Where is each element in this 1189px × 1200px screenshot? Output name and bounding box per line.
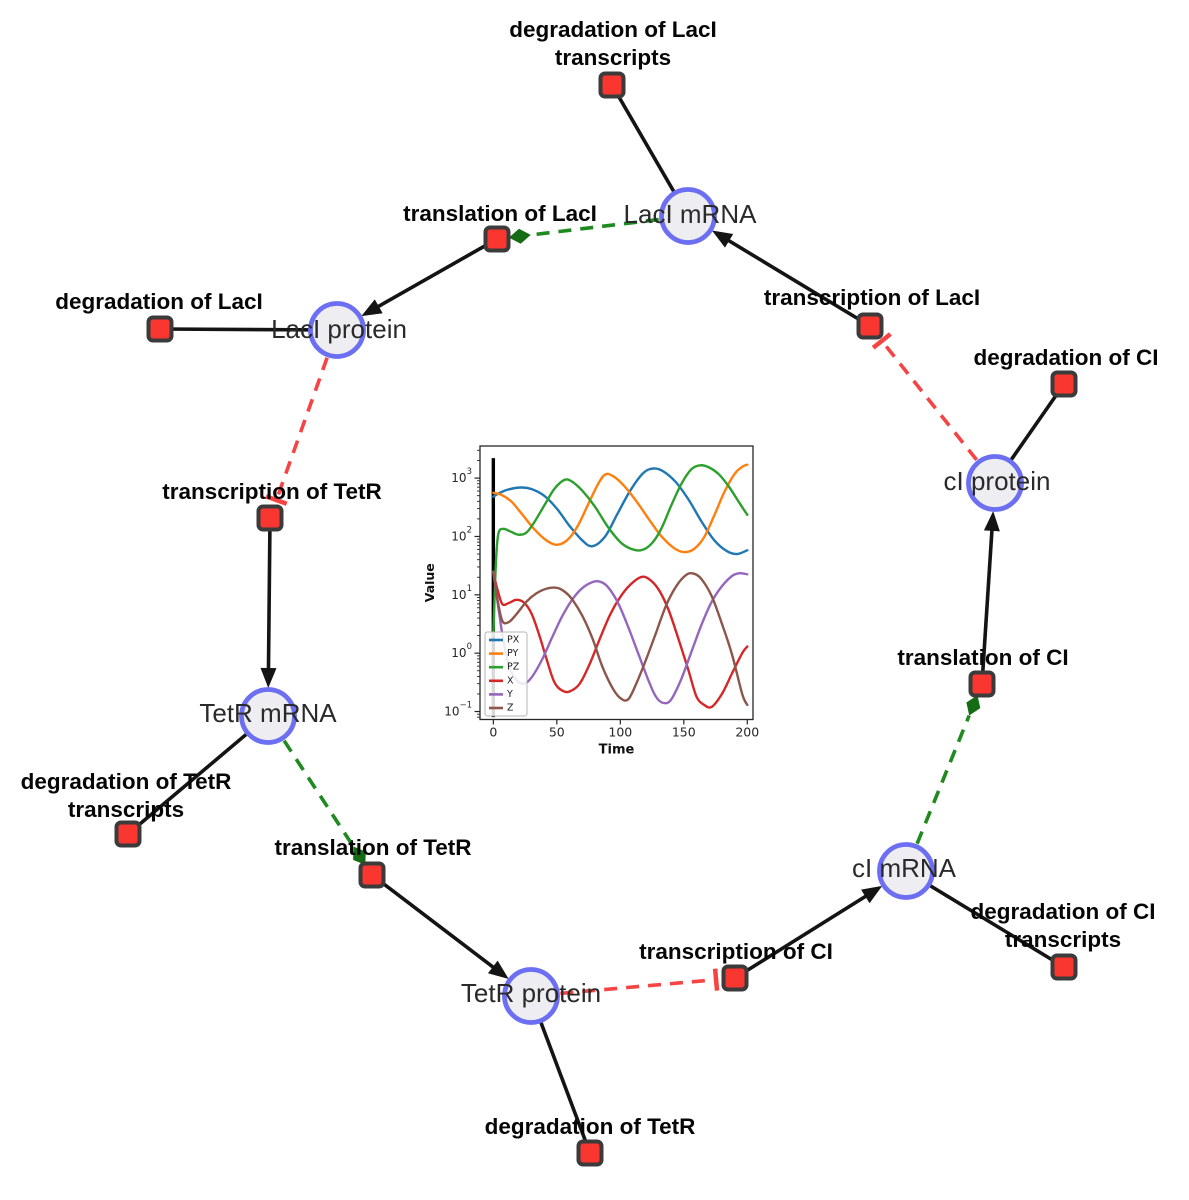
reaction-label-translation-tetr: translation of TetR (274, 835, 471, 860)
inhibition-tee-icon (265, 494, 288, 506)
edge-production-transcription-laci-laci-mrna[interactable] (724, 237, 871, 328)
reaction-node-deg-ci[interactable] (1050, 370, 1078, 398)
x-tick-label: 100 (608, 725, 632, 740)
series-PZ (492, 464, 749, 637)
y-tick-label: 10−1 (444, 701, 472, 719)
reaction-label-transcription-ci: transcription of CI (639, 939, 833, 964)
edge-production-transcription-tetr-tetr-mrna[interactable] (266, 517, 272, 673)
edge-production-transcription-ci-ci-mrna[interactable] (734, 892, 870, 980)
species-node-ci-protein[interactable] (966, 454, 1024, 512)
y-tick-label: 102 (451, 525, 472, 543)
legend-label: PY (507, 648, 519, 659)
x-tick-label: 150 (672, 725, 696, 740)
legend-label: PZ (507, 662, 520, 673)
species-label-tetr-protein: TetR protein (461, 978, 601, 1008)
y-tick-label: 101 (451, 584, 472, 602)
reaction-label-deg-laci-transcripts: degradation of LacI transcripts (509, 17, 717, 70)
activation-diamond-icon (508, 228, 531, 244)
series-PY (492, 463, 749, 554)
arrowhead-icon (361, 299, 383, 317)
species-node-tetr-protein[interactable] (502, 967, 560, 1025)
simulation-inset: 10−1 100 101 102 103 0 50 100 150 200 Time Value PX P… (422, 436, 770, 766)
legend: PX PY PZ XYZ (484, 631, 528, 717)
inhibition-tee-icon (712, 968, 720, 991)
species-node-ci-mrna[interactable] (877, 842, 935, 900)
edge-activation-ci-mrna-translation-ci[interactable] (915, 714, 971, 845)
reaction-label-deg-laci: degradation of LacI (55, 289, 263, 314)
edge-degradation-ci-mrna-deg-ci-transcripts[interactable] (905, 869, 1065, 969)
reaction-node-deg-tetr-transcripts[interactable] (114, 820, 142, 848)
reaction-label-translation-ci: translation of CI (897, 645, 1068, 670)
x-tick-label: 50 (549, 725, 565, 740)
y-tick-label: 103 (451, 467, 472, 485)
legend-label: Z (507, 703, 514, 714)
reaction-nodes-layer (114, 71, 1078, 1167)
edge-production-translation-ci-ci-protein[interactable] (980, 526, 994, 685)
edge-inhibition-laci-protein-transcription-tetr[interactable] (274, 357, 329, 501)
species-node-tetr-mrna[interactable] (239, 687, 297, 745)
reaction-node-translation-ci[interactable] (968, 670, 996, 698)
y-axis-label: Value (425, 563, 437, 602)
reaction-label-deg-tetr: degradation of TetR (485, 1114, 696, 1139)
arrowhead-icon (487, 960, 509, 980)
reaction-node-translation-laci[interactable] (483, 225, 511, 253)
x-tick-label: 0 (489, 725, 497, 740)
reaction-label-translation-laci: translation of LacI (403, 201, 597, 226)
reaction-label-transcription-tetr: transcription of TetR (162, 479, 382, 504)
reaction-node-translation-tetr[interactable] (358, 861, 386, 889)
inhibition-tee-icon (871, 332, 892, 350)
species-label-laci-mrna: LacI mRNA (624, 199, 758, 229)
x-axis-label: Time (599, 743, 635, 758)
reaction-node-deg-ci-transcripts[interactable] (1050, 953, 1078, 981)
edge-degradation-laci-protein-deg-laci[interactable] (159, 327, 338, 332)
axes-frame (479, 445, 754, 721)
edge-production-translation-laci-laci-protein[interactable] (374, 237, 498, 310)
species-node-laci-protein[interactable] (308, 301, 366, 359)
species-label-ci-mrna: cI mRNA (852, 853, 957, 883)
arrowhead-icon (260, 667, 277, 689)
species-label-ci-protein: cI protein (944, 466, 1051, 496)
legend-label: Y (506, 689, 513, 700)
reaction-label-deg-tetr-transcripts: degradation of TetR transcripts (21, 769, 232, 822)
species-node-laci-mrna[interactable] (659, 187, 717, 245)
reaction-node-transcription-laci[interactable] (856, 312, 884, 340)
edge-inhibition-ci-protein-transcription-laci[interactable] (880, 339, 979, 462)
series-Z (492, 570, 749, 707)
legend-label: X (507, 675, 514, 686)
reaction-node-deg-tetr[interactable] (576, 1139, 604, 1167)
reaction-node-deg-laci[interactable] (146, 315, 174, 343)
activation-diamond-icon (353, 846, 366, 865)
edges-layer (126, 84, 1066, 1154)
edge-production-translation-tetr-tetr-protein[interactable] (370, 873, 498, 971)
species-label-laci-protein: LacI protein (271, 314, 407, 344)
reaction-label-deg-ci: degradation of CI (974, 345, 1159, 370)
edge-inhibition-tetr-protein-transcription-ci[interactable] (560, 977, 717, 996)
labels-layer: LacI mRNA LacI protein TetR mRNA TetR prote… (21, 17, 1159, 1139)
y-tick-label: 100 (451, 642, 472, 660)
species-label-tetr-mrna: TetR mRNA (199, 698, 337, 728)
legend-label: PX (507, 635, 520, 646)
edge-activation-tetr-mrna-translation-tetr[interactable] (282, 739, 355, 848)
species-nodes-layer (239, 187, 1024, 1025)
activation-diamond-icon (966, 695, 981, 716)
arrowhead-icon (983, 510, 1000, 532)
reaction-node-transcription-tetr[interactable] (256, 504, 284, 532)
edge-degradation-tetr-mrna-deg-tetr-transcripts[interactable] (126, 714, 270, 836)
reaction-label-deg-ci-transcripts: degradation of CI transcripts (971, 899, 1156, 952)
series-PX (492, 467, 749, 556)
arrowhead-icon (711, 230, 734, 248)
reaction-node-deg-laci-transcripts[interactable] (598, 71, 626, 99)
reaction-node-transcription-ci[interactable] (721, 964, 749, 992)
series-X (492, 572, 749, 709)
x-tick-label: 200 (735, 725, 759, 740)
arrowhead-icon (861, 885, 883, 904)
reaction-label-transcription-laci: transcription of LacI (764, 285, 980, 310)
